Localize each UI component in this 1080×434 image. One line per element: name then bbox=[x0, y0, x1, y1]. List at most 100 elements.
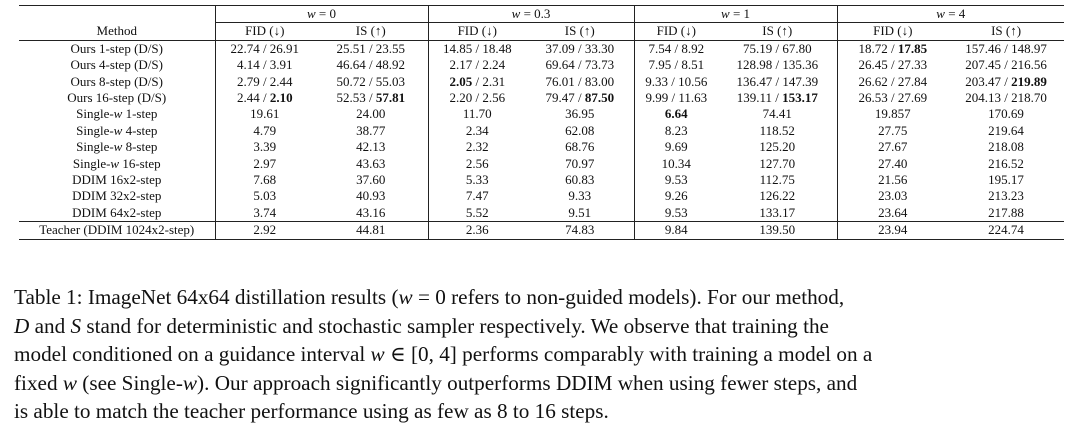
is-value-cell: 203.47 / 219.89 bbox=[948, 74, 1064, 90]
fid-value-cell: 9.26 bbox=[664, 188, 688, 204]
method-cell: Ours 4-step (D/S) bbox=[19, 57, 216, 74]
is-value-cell: 69.64 / 73.73 bbox=[526, 57, 635, 74]
method-cell: Single-w 8-step bbox=[19, 139, 216, 156]
is-value-cell: 36.95 bbox=[526, 106, 635, 123]
fid-value-cell: 4.14 / 3.91 bbox=[236, 57, 293, 73]
w-group-header: w = 1 bbox=[634, 4, 838, 24]
fid-value-cell: 9.99 / 11.63 bbox=[645, 90, 708, 106]
table-row: Single-w 16-step 2.97 43.63 2.56 70.97 10.34 1… bbox=[19, 155, 1064, 173]
fid-value-cell: 8.23 bbox=[664, 122, 688, 138]
is-value-cell: 74.83 bbox=[526, 221, 635, 240]
method-cell: DDIM 16x2-step bbox=[19, 172, 216, 189]
table-row: Teacher (DDIM 1024x2-step) 2.92 44.81 2.36 7… bbox=[19, 221, 1065, 240]
is-value-cell: 9.51 bbox=[526, 204, 635, 222]
results-table: w = 0 w = 0.3 w = 1 w = 4 Method FID (↓)… bbox=[19, 4, 1065, 240]
w-group-header: w = 0 bbox=[215, 4, 429, 24]
fid-value-cell: 2.44 / 2.10 bbox=[215, 90, 314, 106]
results-table-body: Ours 1-step (D/S) 22.74 / 26.91 25.51 / 23… bbox=[19, 40, 1065, 240]
table-row: DDIM 32x2-step 5.03 40.93 7.47 9.33 9.26 126.2… bbox=[19, 188, 1064, 205]
is-value-cell: 40.93 bbox=[314, 188, 429, 205]
method-cell: DDIM 32x2-step bbox=[19, 188, 216, 205]
is-value-cell: 60.83 bbox=[526, 172, 635, 189]
is-value-cell: 139.11 / 153.17 bbox=[718, 90, 838, 107]
fid-value-cell: 11.70 bbox=[462, 106, 492, 122]
value-part: 2.05 bbox=[449, 73, 473, 89]
fid-value-cell: 2.92 bbox=[215, 221, 314, 240]
method-cell: Teacher (DDIM 1024x2-step) bbox=[19, 221, 216, 240]
is-value-cell: 75.19 / 67.80 bbox=[718, 40, 838, 58]
is-value-cell: 74.41 bbox=[718, 106, 838, 123]
is-value-cell: 76.01 / 83.00 bbox=[526, 73, 635, 91]
table-row: Single-w 1-step 19.61 24.00 11.70 36.95 6.64 7… bbox=[19, 106, 1064, 123]
fid-value-cell: 23.94 bbox=[837, 221, 949, 240]
is-column-header: IS (↑) bbox=[718, 22, 838, 41]
w-group-header: w = 0.3 bbox=[428, 4, 635, 24]
fid-value-cell: 7.47 bbox=[465, 188, 489, 204]
fid-value-cell: 14.85 / 18.48 bbox=[442, 40, 512, 56]
fid-value-cell: 7.54 / 8.92 bbox=[648, 40, 705, 56]
value-part: / 2.31 bbox=[472, 73, 506, 89]
fid-value-cell: 2.56 bbox=[465, 155, 489, 171]
fid-value-cell: 23.03 bbox=[878, 188, 908, 204]
is-value-cell: 43.16 bbox=[314, 204, 429, 222]
metric-header-row: Method FID (↓) IS (↑) FID (↓) IS (↑) FID… bbox=[19, 22, 1065, 41]
is-value-cell: 157.46 / 148.97 bbox=[965, 40, 1047, 56]
fid-value-cell: 2.97 bbox=[253, 155, 277, 171]
caption-line: Table 1: ImageNet 64x64 distillation res… bbox=[14, 285, 845, 309]
method-cell: Ours 8-step (D/S) bbox=[19, 73, 216, 91]
best-value: 6.64 bbox=[664, 106, 688, 122]
is-value-cell: 37.09 / 33.30 bbox=[526, 40, 635, 58]
is-value-cell: 127.70 bbox=[718, 155, 838, 173]
fid-value-cell: 3.74 bbox=[253, 204, 277, 220]
is-value-cell: 70.97 bbox=[526, 155, 635, 173]
is-value-cell: 42.13 bbox=[314, 139, 429, 156]
fid-column-header: FID (↓) bbox=[837, 22, 949, 41]
caption-line: model conditioned on a guidance interval… bbox=[14, 342, 873, 367]
method-column-header: Method bbox=[19, 22, 216, 41]
fid-value-cell: 27.67 bbox=[878, 139, 908, 155]
is-value-cell: 24.00 bbox=[314, 106, 429, 123]
is-value-cell: 118.52 bbox=[718, 122, 838, 140]
is-value-cell: 133.17 bbox=[718, 204, 838, 222]
fid-value-cell: 2.05 / 2.31 bbox=[428, 74, 526, 90]
w-group-header-row: w = 0 w = 0.3 w = 1 w = 4 bbox=[19, 4, 1065, 24]
is-value-cell: 50.72 / 55.03 bbox=[314, 73, 429, 91]
fid-value-cell: 27.75 bbox=[878, 122, 908, 138]
is-value-cell: 216.52 bbox=[988, 155, 1024, 171]
value-part: 17.85 bbox=[897, 40, 928, 56]
fid-value-cell: 22.74 / 26.91 bbox=[230, 40, 300, 56]
fid-value-cell: 27.40 bbox=[878, 155, 908, 171]
is-value-cell: 213.23 bbox=[988, 188, 1024, 204]
fid-value-cell: 9.53 bbox=[664, 204, 688, 220]
table-caption: Table 1: ImageNet 64x64 distillation res… bbox=[14, 283, 1072, 426]
method-cell: DDIM 64x2-step bbox=[19, 204, 216, 222]
fid-value-cell: 2.36 bbox=[428, 221, 527, 240]
fid-value-cell: 9.53 bbox=[664, 172, 688, 188]
is-value-cell: 219.64 bbox=[988, 122, 1024, 138]
caption-line: fixed w (see Single-w). Our approach sig… bbox=[14, 370, 858, 395]
method-cell: Ours 16-step (D/S) bbox=[19, 90, 216, 107]
fid-value-cell: 19.61 bbox=[250, 106, 280, 122]
is-value-cell: 62.08 bbox=[526, 122, 635, 140]
fid-column-header: FID (↓) bbox=[215, 22, 314, 41]
table-row: Ours 16-step (D/S) 2.44 / 2.10 52.53 / 57.… bbox=[19, 90, 1064, 107]
table-row: Ours 4-step (D/S) 4.14 / 3.91 46.64 / 48.9… bbox=[19, 57, 1064, 74]
fid-value-cell: 7.95 / 8.51 bbox=[648, 57, 705, 73]
fid-value-cell: 26.45 / 27.33 bbox=[858, 57, 928, 73]
table-row: Ours 1-step (D/S) 22.74 / 26.91 25.51 / 23… bbox=[19, 40, 1064, 58]
fid-value-cell: 9.33 / 10.56 bbox=[645, 73, 708, 89]
fid-value-cell: 21.56 bbox=[878, 172, 908, 188]
w-group-header: w = 4 bbox=[837, 4, 1065, 24]
value-part: 18.72 / bbox=[858, 40, 898, 56]
is-value-cell: 207.45 / 216.56 bbox=[965, 57, 1047, 73]
is-value-cell: 25.51 / 23.55 bbox=[314, 40, 429, 58]
value-part: 203.47 / bbox=[965, 73, 1012, 89]
method-cell: Single-w 1-step bbox=[19, 106, 216, 123]
fid-value-cell: 5.52 bbox=[465, 204, 489, 220]
table-row: Single-w 4-step 4.79 38.77 2.34 62.08 8.23 118… bbox=[19, 122, 1064, 140]
is-column-header: IS (↑) bbox=[948, 22, 1065, 41]
fid-value-cell: 6.64 bbox=[634, 106, 718, 122]
is-value-cell: 195.17 bbox=[988, 172, 1024, 188]
is-value-cell: 139.50 bbox=[718, 221, 838, 240]
